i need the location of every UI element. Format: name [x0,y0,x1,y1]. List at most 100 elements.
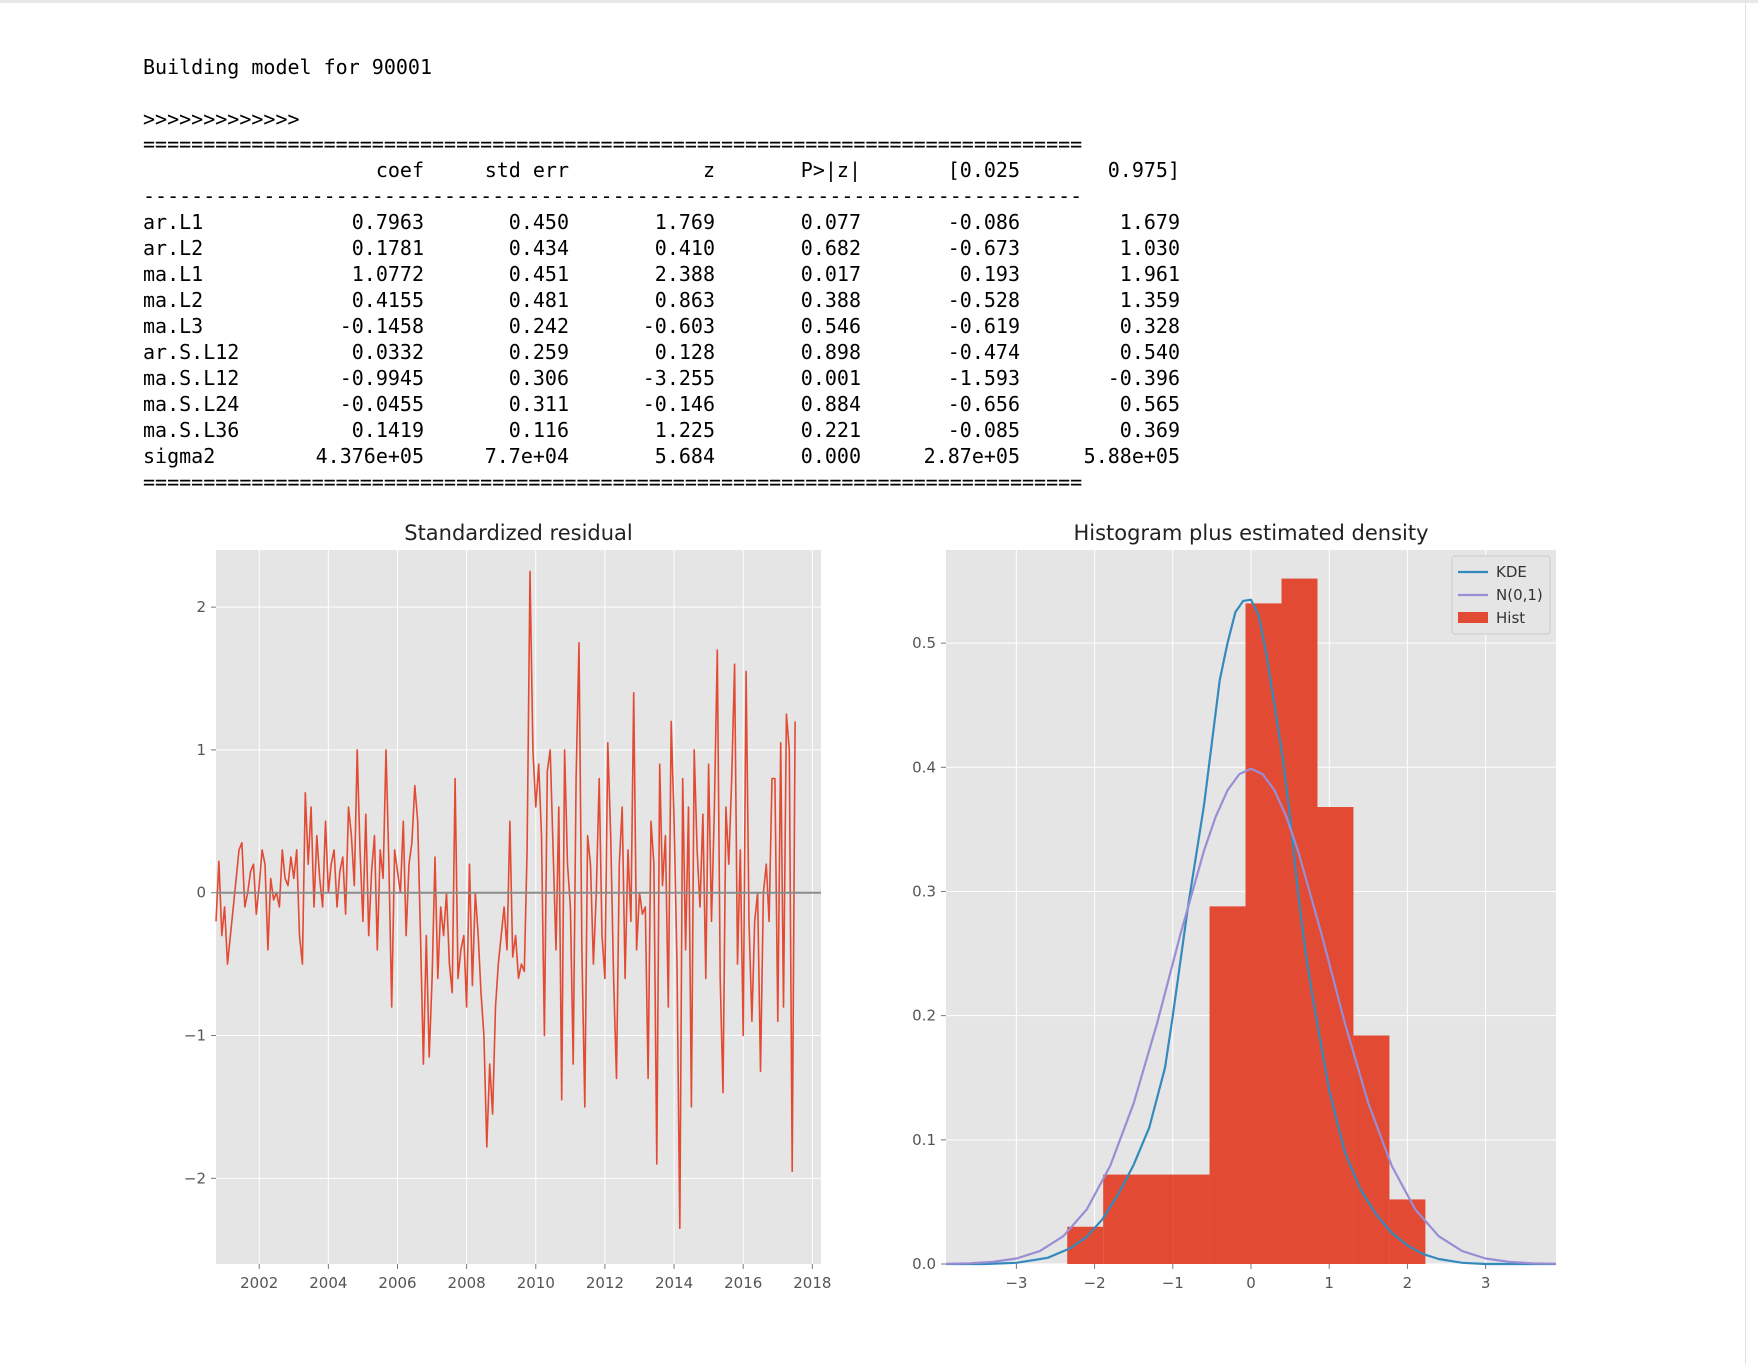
table-cell: 4.376e+05 [315,444,424,468]
table-cell: 0.434 [508,236,569,260]
table-cell: 1.0772 [351,262,424,286]
table-cell: 0.001 [800,366,861,390]
table-cell: 1.225 [654,418,715,442]
y-tick-label: 0.1 [912,1131,936,1149]
table-cell: -0.0455 [339,392,424,416]
table-cell: 2.388 [654,262,715,286]
table-cell: 0.7963 [351,210,424,234]
table-cell: 7.7e+04 [484,444,569,468]
table-row: ar.L2 0.1781 0.434 0.410 0.682 -0.673 1.030 [143,235,1183,261]
y-tick-label: 0 [196,884,206,902]
table-cell: 0.306 [508,366,569,390]
table-cell: -1.593 [947,366,1020,390]
residual-line [215,570,796,1230]
table-cell: -0.528 [947,288,1020,312]
histogram-density-chart: −3 −2 −1 0 1 2 3 0.0 0.1 0.2 0.3 0.4 0.5 Histogram pl… [912,521,1557,1292]
table-cell: 0.451 [508,262,569,286]
row-label: ma.L2 [143,288,204,312]
model-header-text: Building model for 90001 [143,55,432,79]
table-cell: 5.88e+05 [1083,444,1180,468]
plot-area [216,550,821,1264]
x-tick-label: 2006 [378,1274,416,1292]
row-label: ma.S.L12 [143,366,240,390]
table-row: ma.S.L12 -0.9945 0.306 -3.255 0.001 -1.593 -0.… [143,365,1183,391]
chart-legend: KDE N(0,1) Hist [1451,555,1551,635]
table-cell: -3.255 [642,366,715,390]
x-tick-label: 2018 [793,1274,831,1292]
table-cell: -0.9945 [339,366,424,390]
table-cell: [0.025 [947,158,1020,182]
chart-title: Histogram plus estimated density [1073,521,1428,545]
x-tick-label: 2016 [724,1274,762,1292]
x-tick-label: 2004 [309,1274,347,1292]
table-cell: 2.87e+05 [923,444,1020,468]
x-tick-label: −1 [1162,1274,1184,1292]
table-cell: 0.388 [800,288,861,312]
table-cell: 0.863 [654,288,715,312]
hist-bar [1209,906,1246,1264]
table-rule-mid: ----------------------------------------… [143,184,1083,208]
x-tick-label: −2 [1084,1274,1106,1292]
table-cell: -0.619 [947,314,1020,338]
hist-bar [1389,1199,1426,1264]
legend-label: KDE [1496,563,1527,581]
y-tick-label: 0.2 [912,1007,936,1025]
x-tick-label: 2014 [655,1274,693,1292]
table-cell: 0.565 [1119,392,1180,416]
hist-bar [1245,603,1282,1264]
table-cell: -0.396 [1107,366,1180,390]
table-row: ma.S.L36 0.1419 0.116 1.225 0.221 -0.085 0.369 [143,417,1183,443]
hist-bar [1067,1226,1104,1264]
x-gridlines [258,550,813,1264]
table-cell: 0.884 [800,392,861,416]
table-row: ma.L2 0.4155 0.481 0.863 0.388 -0.528 1.359 [143,287,1183,313]
table-cell: 1.769 [654,210,715,234]
table-row: ma.L3 -0.1458 0.242 -0.603 0.546 -0.619 0.328 [143,313,1183,339]
table-cell: -0.085 [947,418,1020,442]
y-tick-label: 2 [196,598,206,616]
row-label: ar.L1 [143,210,204,234]
table-cell: 0.242 [508,314,569,338]
row-label: sigma2 [143,444,216,468]
x-tick-label: 2010 [517,1274,555,1292]
table-rule-bottom: ========================================… [143,470,1083,494]
table-cell: 0.0332 [351,340,424,364]
table-row: sigma2 4.376e+05 7.7e+04 5.684 0.000 2.87e+05… [143,443,1183,469]
table-cell: 0.410 [654,236,715,260]
table-cell: 1.030 [1119,236,1180,260]
table-cell: 0.221 [800,418,861,442]
table-cell: -0.146 [642,392,715,416]
y-tick-label: −1 [184,1027,206,1045]
x-tick-label: 3 [1481,1274,1491,1292]
row-label: ma.S.L36 [143,418,240,442]
table-cell: std err [484,158,569,182]
normal-density-line [945,767,1557,1265]
table-row: ma.S.L24 -0.0455 0.311 -0.146 0.884 -0.656 0.5… [143,391,1183,417]
row-label: ar.L2 [143,236,204,260]
table-cell: 5.684 [654,444,715,468]
prompt-arrows-text: >>>>>>>>>>>>> [143,107,300,131]
table-cell: 0.540 [1119,340,1180,364]
table-header-row: coef std err z P>|z| [0.025 0.975] [143,157,1183,183]
y-tick-label: 1 [196,741,206,759]
x-tick-label: −3 [1005,1274,1027,1292]
table-cell: 0.4155 [351,288,424,312]
chart-title: Standardized residual [404,521,633,545]
table-cell: -0.474 [947,340,1020,364]
row-label: ar.S.L12 [143,340,240,364]
table-cell: 0.1419 [351,418,424,442]
x-tick-label: 2008 [448,1274,486,1292]
table-cell: 0.1781 [351,236,424,260]
table-cell: 0.546 [800,314,861,338]
table-cell: P>|z| [800,158,861,182]
table-cell: 0.128 [654,340,715,364]
table-cell: 0.311 [508,392,569,416]
histogram-bars [1067,578,1426,1264]
legend-swatch [1458,612,1488,623]
table-cell: -0.1458 [339,314,424,338]
table-cell: 0.369 [1119,418,1180,442]
table-cell: 0.450 [508,210,569,234]
x-tick-label: 2002 [240,1274,278,1292]
table-cell: 0.898 [800,340,861,364]
table-cell: 1.961 [1119,262,1180,286]
